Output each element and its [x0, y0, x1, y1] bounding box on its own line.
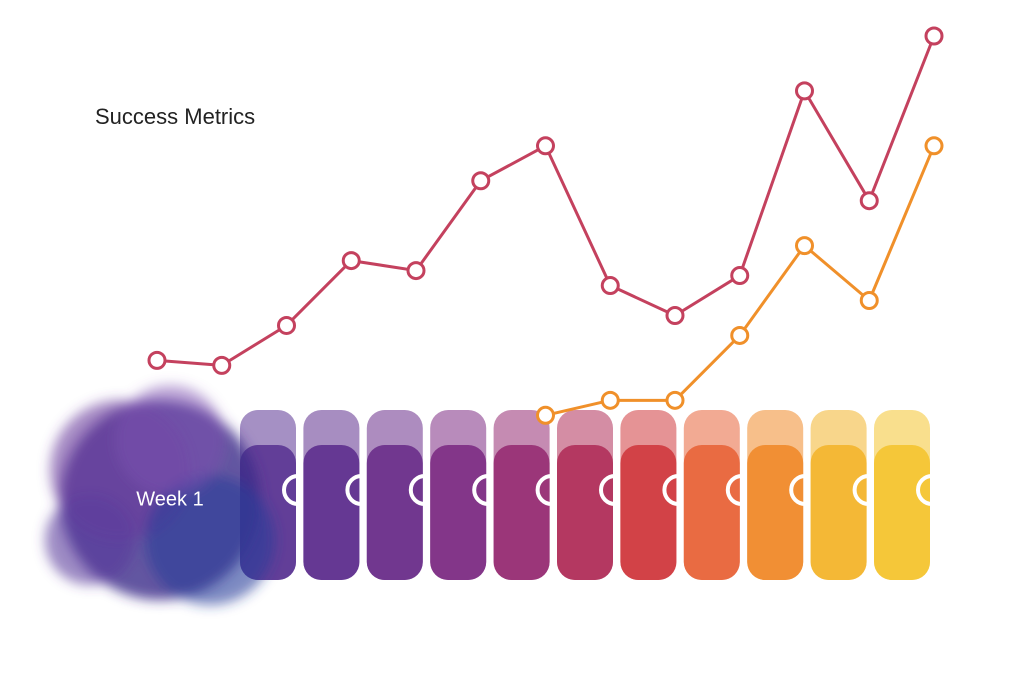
point: [147, 350, 167, 370]
series-line: [156, 35, 936, 367]
point: [600, 390, 620, 410]
blob: [45, 385, 275, 605]
node: [916, 474, 948, 506]
column-core: [366, 445, 423, 580]
point: [277, 315, 296, 335]
point: [924, 26, 944, 46]
point: [665, 305, 685, 325]
column-core: [430, 445, 487, 580]
point: [730, 325, 750, 345]
point: [795, 81, 814, 101]
column-core: [810, 445, 867, 580]
column-core: [620, 445, 677, 580]
chart-title: Success Metrics: [95, 104, 255, 129]
column-core: [683, 445, 740, 580]
column-core: [303, 445, 360, 580]
point: [730, 266, 750, 286]
column-core: [557, 445, 613, 580]
point: [536, 405, 555, 425]
point: [795, 236, 814, 256]
point: [212, 355, 232, 375]
point: [859, 291, 879, 311]
point: [924, 136, 944, 156]
column-core: [874, 445, 930, 580]
point: [665, 390, 685, 410]
x-tick-label: Week 1: [136, 488, 203, 510]
point: [471, 171, 491, 191]
point: [600, 276, 620, 296]
point: [406, 261, 426, 281]
columns: [240, 410, 948, 580]
column-core: [747, 445, 804, 580]
point: [341, 251, 361, 271]
plot: Week 1: [136, 26, 944, 510]
column-core: [493, 445, 550, 580]
point: [536, 136, 555, 156]
point: [859, 191, 879, 211]
